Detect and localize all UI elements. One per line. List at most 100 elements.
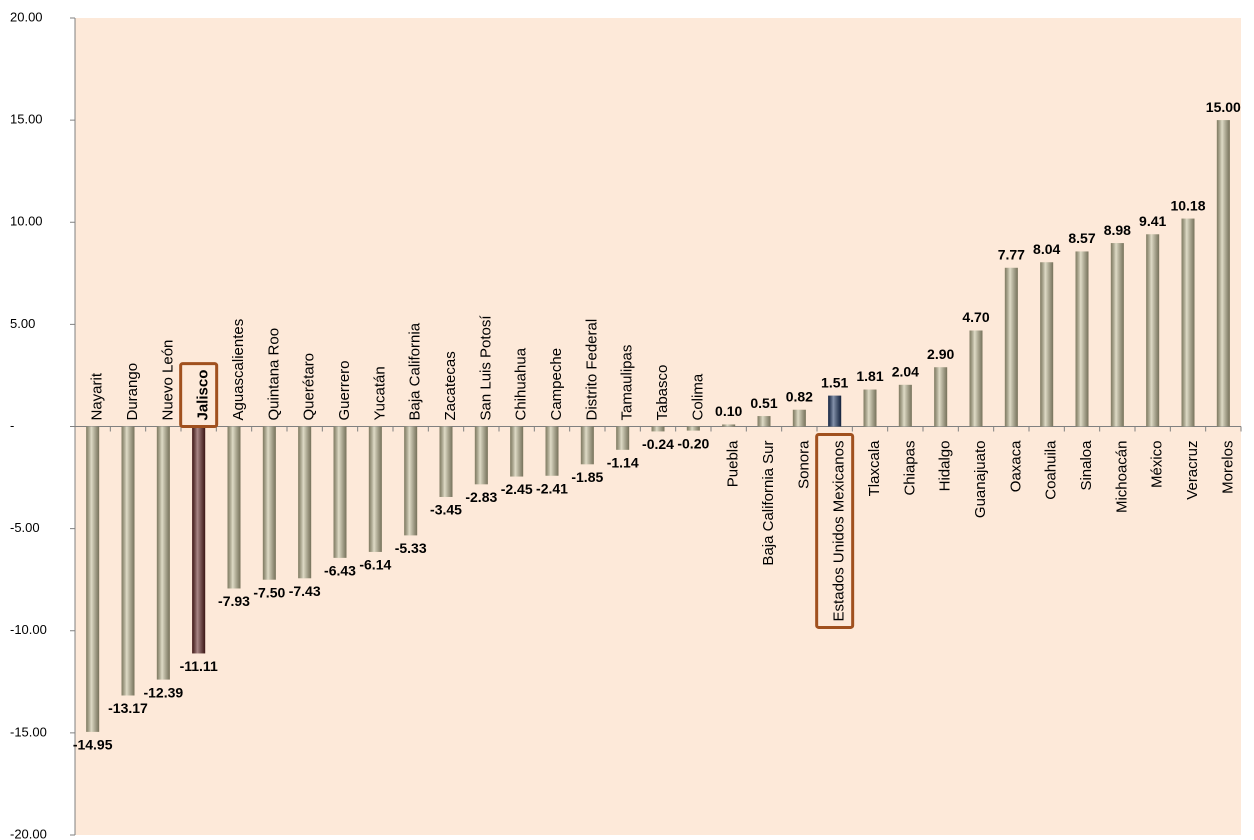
x-tick-label: Tamaulipas bbox=[619, 345, 636, 421]
value-label: -6.14 bbox=[359, 557, 391, 573]
bar-shine bbox=[722, 424, 736, 427]
y-tick-label: - bbox=[10, 418, 14, 433]
y-tick-label: 5.00 bbox=[10, 316, 35, 331]
value-label: 4.70 bbox=[962, 309, 989, 325]
y-tick-label: -5.00 bbox=[10, 520, 40, 535]
x-tick-label: Jalisco bbox=[195, 370, 212, 421]
x-tick-label: México bbox=[1149, 441, 1166, 489]
x-tick-label: Hidalgo bbox=[937, 441, 954, 492]
x-tick-label: Puebla bbox=[725, 440, 742, 487]
bar-shine bbox=[262, 426, 276, 580]
x-tick-label: Guerrero bbox=[336, 360, 353, 420]
value-label: -7.43 bbox=[289, 583, 321, 599]
x-tick-label: Morelos bbox=[1219, 441, 1236, 494]
value-label: 8.98 bbox=[1104, 222, 1131, 238]
value-label: -7.93 bbox=[218, 593, 250, 609]
x-tick-label: San Luis Potosí bbox=[477, 315, 494, 421]
x-tick-label: Michoacán bbox=[1113, 441, 1130, 514]
bar-shine bbox=[1040, 262, 1054, 427]
value-label: -11.11 bbox=[180, 658, 218, 674]
value-label: -0.20 bbox=[677, 435, 709, 451]
x-tick-label: Distrito Federal bbox=[583, 319, 600, 421]
value-label: 8.57 bbox=[1068, 230, 1095, 246]
x-tick-label: Chiapas bbox=[901, 441, 918, 496]
bar-shine bbox=[545, 426, 559, 476]
bar-shine bbox=[1216, 120, 1230, 427]
bar-shine bbox=[227, 426, 241, 589]
bar-shine bbox=[86, 426, 100, 732]
x-tick-label: Sinaloa bbox=[1078, 440, 1095, 491]
bar-shine bbox=[439, 426, 453, 497]
x-tick-label: Nayarit bbox=[89, 372, 106, 420]
y-tick-label: 15.00 bbox=[10, 112, 43, 127]
value-label: -2.45 bbox=[501, 481, 533, 497]
x-tick-label: Zacatecas bbox=[442, 351, 459, 420]
x-tick-label: Aguascalientes bbox=[230, 319, 247, 421]
bar-shine bbox=[1146, 234, 1160, 427]
value-label: 1.51 bbox=[821, 374, 848, 390]
value-label: 9.41 bbox=[1139, 213, 1166, 229]
x-tick-label: Querétaro bbox=[301, 353, 318, 421]
x-tick-label: Colima bbox=[689, 373, 706, 420]
bar-shine bbox=[333, 426, 347, 558]
x-tick-label: Campeche bbox=[548, 348, 565, 421]
y-tick-label: 10.00 bbox=[10, 214, 43, 229]
value-label: -13.17 bbox=[108, 700, 148, 716]
bar-shine bbox=[1075, 251, 1089, 427]
bar-shine bbox=[474, 426, 488, 485]
bar-shine bbox=[1110, 243, 1124, 427]
x-tick-label: Tlaxcala bbox=[866, 440, 883, 497]
bar-shine bbox=[828, 395, 842, 427]
bar-shine bbox=[1004, 267, 1018, 427]
highlight-box bbox=[815, 433, 855, 629]
bar-shine bbox=[1181, 218, 1195, 427]
value-label: -2.41 bbox=[536, 480, 568, 496]
x-tick-label: Yucatán bbox=[371, 366, 388, 420]
x-tick-label: Veracruz bbox=[1184, 441, 1201, 500]
bar-shine bbox=[510, 426, 524, 477]
bar-shine bbox=[757, 416, 771, 427]
value-label: 8.04 bbox=[1033, 241, 1060, 257]
bar-shine bbox=[934, 367, 948, 427]
highlight-box bbox=[179, 362, 219, 428]
y-tick-label: 20.00 bbox=[10, 9, 43, 24]
value-label: -2.83 bbox=[465, 489, 497, 505]
x-tick-label: Tabasco bbox=[654, 365, 671, 421]
value-label: 2.04 bbox=[892, 364, 919, 380]
value-label: -1.14 bbox=[607, 454, 639, 470]
bar-shine bbox=[898, 384, 912, 427]
value-label: 1.81 bbox=[856, 368, 883, 384]
bar-shine bbox=[616, 426, 630, 450]
bar-shine bbox=[404, 426, 418, 536]
value-label: -6.43 bbox=[324, 563, 356, 579]
value-label: 15.00 bbox=[1206, 99, 1241, 115]
bar-shine bbox=[792, 409, 806, 427]
bar-shine bbox=[863, 389, 877, 427]
bar-shine bbox=[368, 426, 382, 552]
x-tick-label: Baja California bbox=[407, 322, 424, 420]
y-tick-label: -15.00 bbox=[10, 724, 47, 739]
y-tick-label: -20.00 bbox=[10, 826, 47, 840]
bar-shine bbox=[192, 426, 206, 654]
value-label: 0.82 bbox=[786, 388, 813, 404]
value-label: -14.95 bbox=[73, 737, 113, 753]
value-label: -1.85 bbox=[571, 469, 603, 485]
bar-shine bbox=[156, 426, 170, 680]
x-tick-label: Estados Unidos Mexicanos bbox=[831, 441, 848, 622]
value-label: -3.45 bbox=[430, 502, 462, 518]
bar-shine bbox=[580, 426, 594, 465]
value-label: 0.51 bbox=[750, 395, 777, 411]
x-tick-label: Coahuila bbox=[1043, 440, 1060, 500]
value-label: -7.50 bbox=[253, 584, 285, 600]
bar-shine bbox=[969, 330, 983, 427]
value-label: 2.90 bbox=[927, 346, 954, 362]
value-label: -5.33 bbox=[395, 540, 427, 556]
x-tick-label: Nuevo León bbox=[159, 340, 176, 421]
value-label: -12.39 bbox=[143, 684, 183, 700]
bar-shine bbox=[298, 426, 312, 579]
x-tick-label: Sonora bbox=[795, 440, 812, 489]
value-label: 0.10 bbox=[715, 403, 742, 419]
value-label: 7.77 bbox=[998, 247, 1025, 263]
x-tick-label: Quintana Roo bbox=[265, 328, 282, 421]
